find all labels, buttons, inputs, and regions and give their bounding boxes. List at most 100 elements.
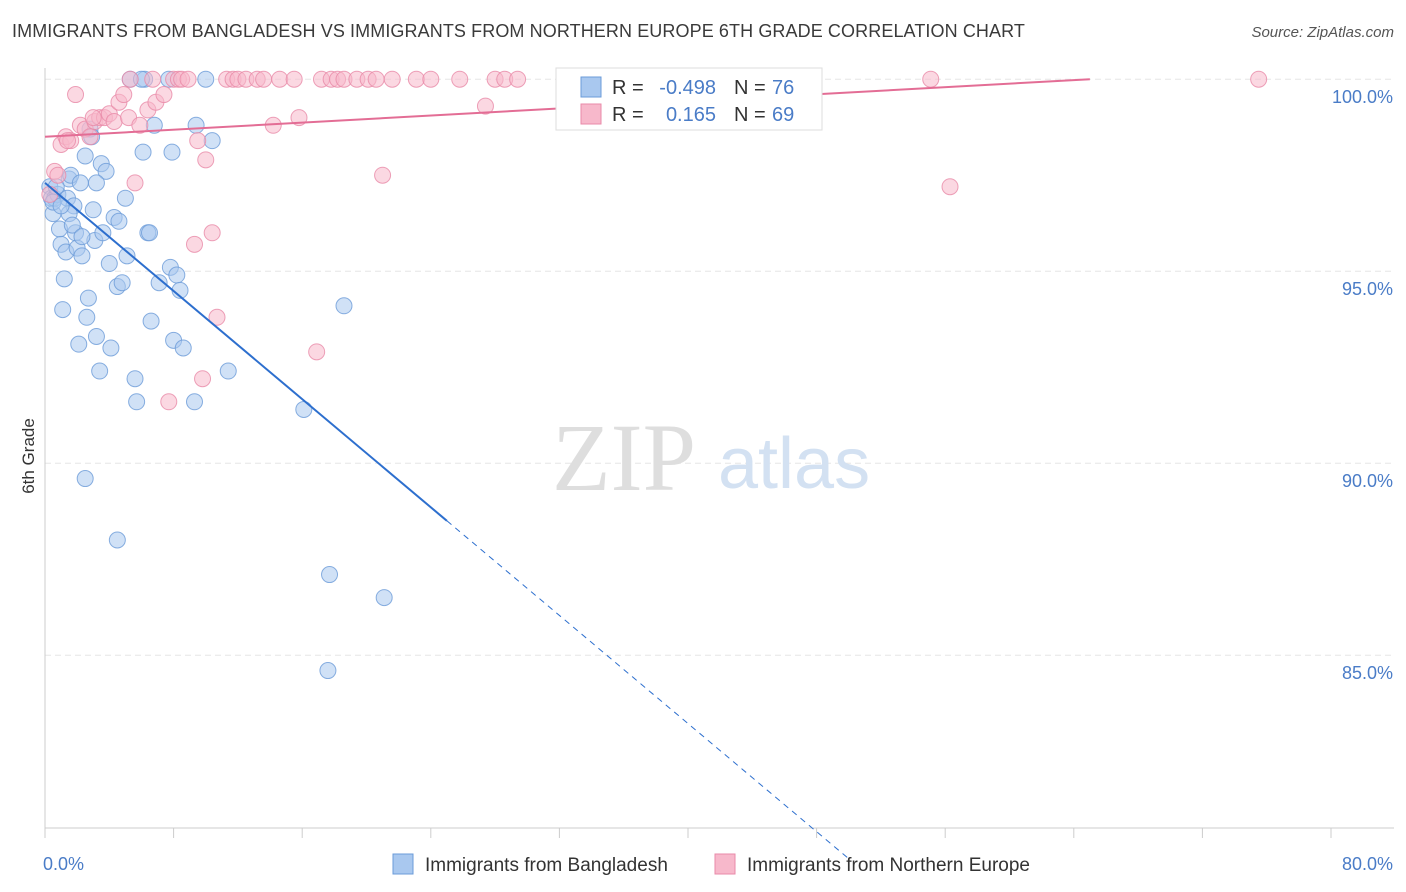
point-series1-44 (308, 343, 326, 361)
point-series0-21 (79, 289, 97, 307)
point-series0-70 (52, 197, 70, 215)
series-legend: Immigrants from Bangladesh Immigrants fr… (392, 853, 1030, 876)
point-series1-15 (115, 86, 133, 104)
point-series1-63 (941, 178, 959, 196)
point-series1-53 (383, 70, 401, 88)
point-series1-18 (131, 116, 149, 134)
point-series1-5 (67, 86, 85, 104)
point-series0-60 (295, 400, 313, 418)
point-series1-56 (451, 70, 469, 88)
legend-r-value-2: 0.165 (666, 104, 716, 126)
legend-r-label-2: R = (612, 104, 644, 126)
watermark: ZIP atlas (552, 404, 870, 511)
watermark-atlas: atlas (718, 424, 870, 504)
point-series0-41 (134, 143, 152, 161)
series-legend-label-bangladesh: Immigrants from Bangladesh (425, 855, 668, 876)
point-series1-60 (509, 70, 527, 88)
point-series0-20 (78, 308, 96, 326)
point-series0-55 (185, 393, 203, 411)
point-series1-27 (179, 70, 197, 88)
point-series0-62 (321, 566, 339, 584)
correlation-legend: R = -0.498 N = 76 R = 0.165 N = 69 (555, 67, 823, 131)
point-series1-41 (271, 70, 289, 88)
point-series1-17 (126, 174, 144, 192)
point-series1-51 (367, 70, 385, 88)
point-series1-33 (208, 308, 226, 326)
point-series1-29 (189, 132, 207, 150)
point-series1-8 (81, 128, 99, 146)
source-label: Source: ZipAtlas.com (1251, 24, 1394, 41)
y-tick-label-3: 85.0% (1342, 663, 1393, 683)
point-series1-22 (155, 86, 173, 104)
y-tick-labels: 100.0% 95.0% 90.0% 85.0% (1332, 87, 1393, 683)
point-series0-16 (70, 335, 88, 353)
point-series0-36 (113, 274, 131, 292)
series-legend-label-northern-europe: Immigrants from Northern Europe (747, 855, 1030, 876)
legend-swatch-bangladesh (580, 76, 602, 98)
point-series0-44 (140, 224, 158, 242)
point-series1-28 (185, 235, 203, 253)
x-tick-label-1: 80.0% (1342, 854, 1393, 874)
point-series0-31 (100, 255, 118, 273)
point-series0-30 (97, 162, 115, 180)
y-tick-label-1: 95.0% (1342, 279, 1393, 299)
y-tick-label-0: 100.0% (1332, 87, 1393, 107)
point-series1-31 (197, 151, 215, 169)
point-series0-45 (142, 312, 160, 330)
data-points (41, 70, 1268, 680)
point-series1-62 (922, 70, 940, 88)
x-tick-label-0: 0.0% (43, 854, 84, 874)
point-series0-24 (84, 201, 102, 219)
series-legend-swatch-bangladesh (392, 853, 414, 875)
point-series1-52 (374, 166, 392, 184)
point-series0-65 (76, 470, 94, 488)
point-series0-8 (54, 301, 72, 319)
point-series0-56 (187, 116, 205, 134)
watermark-zip: ZIP (552, 404, 696, 511)
point-series1-20 (144, 70, 162, 88)
point-series1-68 (121, 70, 139, 88)
trend-line-bangladesh (44, 182, 448, 522)
legend-r-value-1: -0.498 (659, 77, 716, 99)
point-series0-54 (174, 339, 192, 357)
point-series1-39 (255, 70, 273, 88)
point-series1-32 (203, 224, 221, 242)
point-series0-72 (73, 228, 91, 246)
point-series0-61 (319, 662, 337, 680)
point-series1-13 (105, 112, 123, 130)
point-series0-27 (91, 362, 109, 380)
point-series0-58 (203, 132, 221, 150)
point-series0-40 (128, 393, 146, 411)
point-series0-17 (71, 174, 89, 192)
point-series0-73 (87, 174, 105, 192)
point-series0-7 (55, 270, 73, 288)
point-series1-42 (285, 70, 303, 88)
point-series0-32 (102, 339, 120, 357)
point-series0-57 (197, 70, 215, 88)
point-series0-63 (335, 297, 353, 315)
point-series0-52 (168, 266, 186, 284)
y-tick-label-2: 90.0% (1342, 471, 1393, 491)
point-series0-74 (116, 189, 134, 207)
y-axis-label: 6th Grade (19, 418, 38, 494)
chart-title: IMMIGRANTS FROM BANGLADESH VS IMMIGRANTS… (12, 21, 1025, 41)
point-series1-30 (194, 370, 212, 388)
legend-n-label-2: N = (734, 104, 766, 126)
point-series1-54 (407, 70, 425, 88)
grid-lines (45, 78, 1394, 656)
point-series0-50 (163, 143, 181, 161)
legend-n-value-1: 76 (772, 77, 794, 99)
point-series1-65 (49, 166, 67, 184)
legend-n-value-2: 69 (772, 104, 794, 126)
point-series0-71 (63, 216, 81, 234)
legend-n-label-1: N = (734, 77, 766, 99)
trend-line-bangladesh-extension (446, 520, 850, 860)
point-series0-47 (150, 274, 168, 292)
point-series0-37 (118, 247, 136, 265)
point-series0-26 (87, 327, 105, 345)
point-series1-67 (84, 109, 102, 127)
point-series0-66 (108, 531, 126, 549)
point-series0-18 (73, 247, 91, 265)
point-series0-19 (76, 147, 94, 165)
